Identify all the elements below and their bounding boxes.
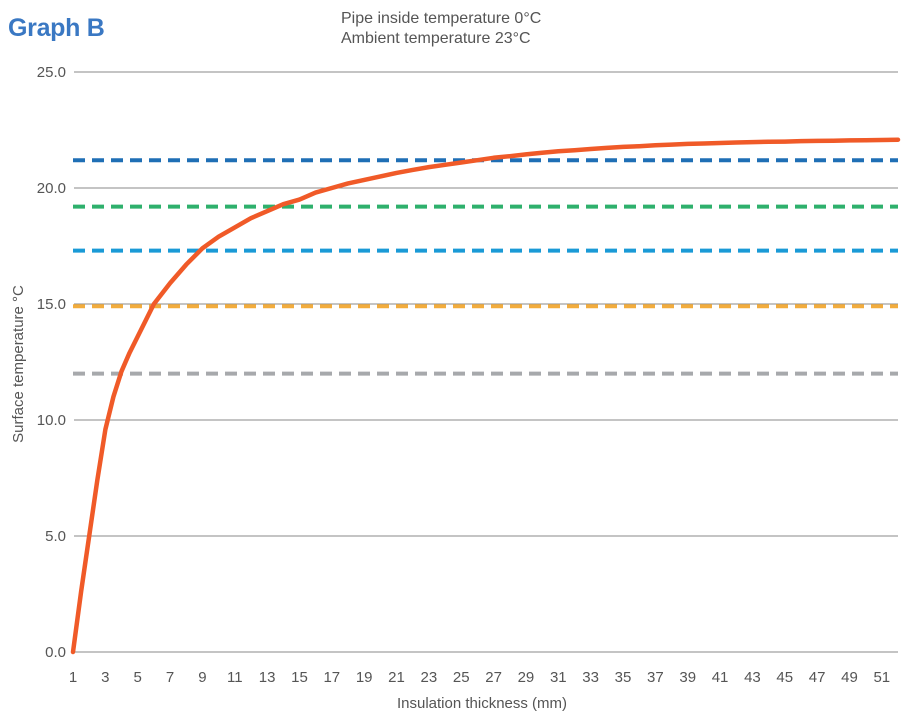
x-tick-label: 7 [166,669,174,686]
y-axis-label: Surface temperature °C [10,285,27,443]
x-tick-label: 43 [744,669,761,686]
x-tick-label: 35 [615,669,632,686]
y-tick-labels: 0.0 5.0 10.0 15.0 20.0 25.0 [37,64,66,661]
y-tick-label: 0.0 [45,644,66,661]
x-tick-label: 27 [485,669,502,686]
chart-subtitle: Pipe inside temperature 0°C Ambient temp… [341,9,541,49]
surface-temperature-curve [70,137,901,655]
x-tick-label: 1 [69,669,77,686]
x-tick-labels: 1 3 5 7 9 11 13 15 17 19 21 23 25 27 29 31 33 35 37 39 41 43 4… [69,669,890,686]
chart-title: Graph B [8,14,105,42]
x-tick-label: 45 [776,669,793,686]
x-tick-label: 49 [841,669,858,686]
x-tick-label: 47 [809,669,826,686]
y-tick-label: 15.0 [37,296,66,313]
x-tick-label: 51 [873,669,890,686]
x-tick-label: 37 [647,669,664,686]
x-tick-label: 31 [550,669,567,686]
y-tick-label: 25.0 [37,64,66,81]
x-tick-label: 5 [134,669,142,686]
x-tick-label: 25 [453,669,470,686]
x-tick-label: 17 [323,669,340,686]
x-axis-label: Insulation thickness (mm) [397,695,567,712]
x-tick-label: 19 [356,669,373,686]
grid-lines [74,71,898,653]
x-tick-label: 13 [259,669,276,686]
x-tick-label: 11 [227,669,243,686]
x-tick-label: 3 [101,669,109,686]
x-tick-label: 9 [198,669,206,686]
x-tick-label: 23 [421,669,438,686]
subtitle-line-pipe-temperature: Pipe inside temperature 0°C [341,10,542,27]
x-tick-label: 33 [582,669,599,686]
y-tick-label: 10.0 [37,412,66,429]
y-tick-label: 5.0 [45,528,66,545]
y-tick-label: 20.0 [37,180,66,197]
x-tick-label: 15 [291,669,308,686]
subtitle-line-ambient-temperature: Ambient temperature 23°C [341,30,531,47]
x-tick-label: 41 [712,669,729,686]
x-tick-label: 39 [679,669,696,686]
x-tick-label: 21 [388,669,405,686]
x-tick-label: 29 [518,669,535,686]
series-group [70,137,901,655]
